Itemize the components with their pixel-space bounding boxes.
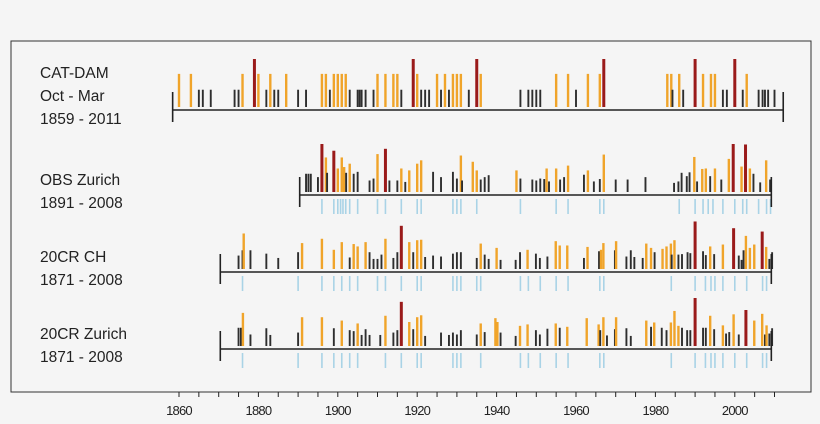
timeline-row: 20CR Zurich 1871 - 2008 [40, 298, 774, 368]
row-label: CAT-DAM [40, 65, 109, 82]
x-axis: 1860 1880 1900 1920 1940 1960 1980 2000 [166, 392, 775, 418]
row-label: Oct - Mar [40, 88, 105, 105]
row-label: OBS Zurich [40, 172, 120, 189]
timeline-row: CAT-DAM Oct - Mar 1859 - 2011 [40, 59, 785, 128]
row-label: 1871 - 2008 [40, 349, 123, 366]
row-label: 1859 - 2011 [40, 111, 122, 128]
timeline-rows: CAT-DAM Oct - Mar 1859 - 2011 OBS Zurich 189… [40, 59, 785, 368]
x-tick-label: 1900 [325, 403, 351, 418]
x-tick-label: 2000 [722, 403, 748, 418]
x-tick-label: 1940 [484, 403, 510, 418]
row-label: 20CR CH [40, 249, 106, 266]
row-label: 1891 - 2008 [40, 195, 123, 212]
timeline-row: 20CR CH 1871 - 2008 [40, 221, 774, 291]
x-tick-label: 1960 [563, 403, 589, 418]
timeline-row: OBS Zurich 1891 - 2008 [40, 144, 773, 214]
row-label: 20CR Zurich [40, 326, 127, 343]
x-tick-label: 1920 [404, 403, 430, 418]
x-tick-label: 1980 [643, 403, 669, 418]
x-tick-label: 1860 [166, 403, 192, 418]
x-tick-label: 1880 [246, 403, 272, 418]
row-label: 1871 - 2008 [40, 272, 123, 289]
